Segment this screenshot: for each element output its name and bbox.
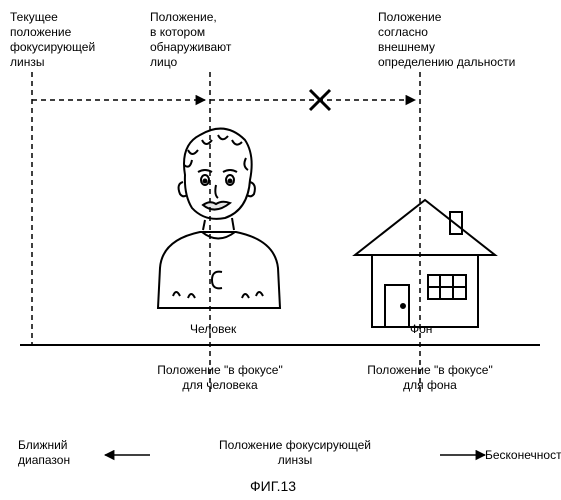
label-current-lens-pos: Текущееположениефокусирующейлинзы	[10, 10, 130, 70]
figure-caption: ФИГ.13	[250, 478, 296, 496]
label-person: Человек	[190, 322, 236, 337]
label-background: Фон	[410, 322, 432, 337]
label-person-focus: Положение "в фокусе"для человека	[140, 363, 300, 393]
label-bg-focus: Положение "в фокусе"для фона	[350, 363, 510, 393]
label-external-range-pos: Положениесогласновнешнемуопределению дал…	[378, 10, 548, 70]
label-face-detect-pos: Положение,в которомобнаруживаютлицо	[150, 10, 290, 70]
label-lens-pos-axis: Положение фокусирующейлинзы	[195, 438, 395, 468]
label-near-range: Ближнийдиапазон	[18, 438, 108, 468]
label-infinity: Бесконечность	[485, 448, 561, 463]
